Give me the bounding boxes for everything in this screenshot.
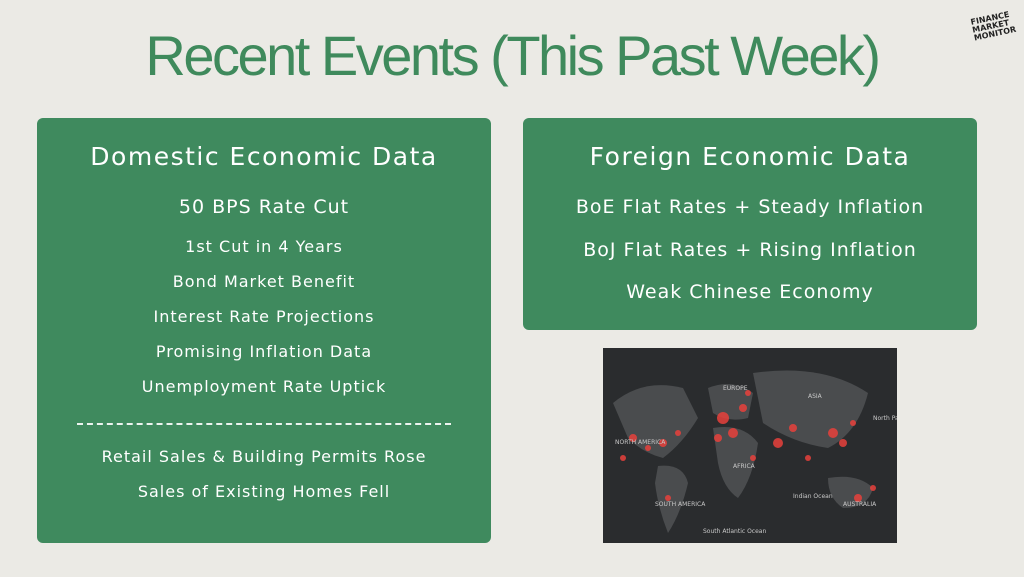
bullet-item: Retail Sales & Building Permits Rose bbox=[101, 447, 427, 466]
bullet-item: 1st Cut in 4 Years bbox=[185, 237, 343, 256]
separator bbox=[77, 423, 451, 425]
domestic-panel: Domestic Economic Data 50 BPS Rate Cut 1… bbox=[37, 118, 491, 543]
panel-heading: Foreign Economic Data bbox=[589, 142, 911, 171]
bullet-item: Sales of Existing Homes Fell bbox=[137, 482, 391, 501]
map-label: South Atlantic Ocean bbox=[703, 528, 766, 535]
bullet-item: Weak Chinese Economy bbox=[626, 281, 874, 303]
bullet-item: BoE Flat Rates + Steady Inflation bbox=[575, 196, 925, 218]
map-label: NORTH AMERICA bbox=[615, 439, 666, 446]
map-label: ASIA bbox=[808, 393, 823, 400]
map-label: AFRICA bbox=[733, 463, 756, 470]
bullet-item: Promising Inflation Data bbox=[155, 342, 373, 361]
bullet-item: Bond Market Benefit bbox=[172, 272, 356, 291]
slide-title: Recent Events (This Past Week) bbox=[145, 24, 881, 87]
bullet-item: Interest Rate Projections bbox=[153, 307, 375, 326]
map-label: Indian Ocean bbox=[793, 493, 833, 500]
bullet-item: Unemployment Rate Uptick bbox=[141, 377, 387, 396]
map-label: EUROPE bbox=[723, 385, 748, 392]
world-map: NORTH AMERICA SOUTH AMERICA EUROPE AFRICA AS… bbox=[603, 348, 897, 543]
bullet-item: BoJ Flat Rates + Rising Inflation bbox=[583, 238, 917, 261]
headline: 50 BPS Rate Cut bbox=[178, 196, 350, 218]
foreign-panel: Foreign Economic Data BoE Flat Rates + S… bbox=[523, 118, 977, 330]
map-label: SOUTH AMERICA bbox=[655, 501, 706, 508]
panel-heading: Domestic Economic Data bbox=[90, 142, 438, 171]
map-label: North Pacific Ocean bbox=[873, 415, 897, 422]
map-label: AUSTRALIA bbox=[843, 501, 877, 508]
